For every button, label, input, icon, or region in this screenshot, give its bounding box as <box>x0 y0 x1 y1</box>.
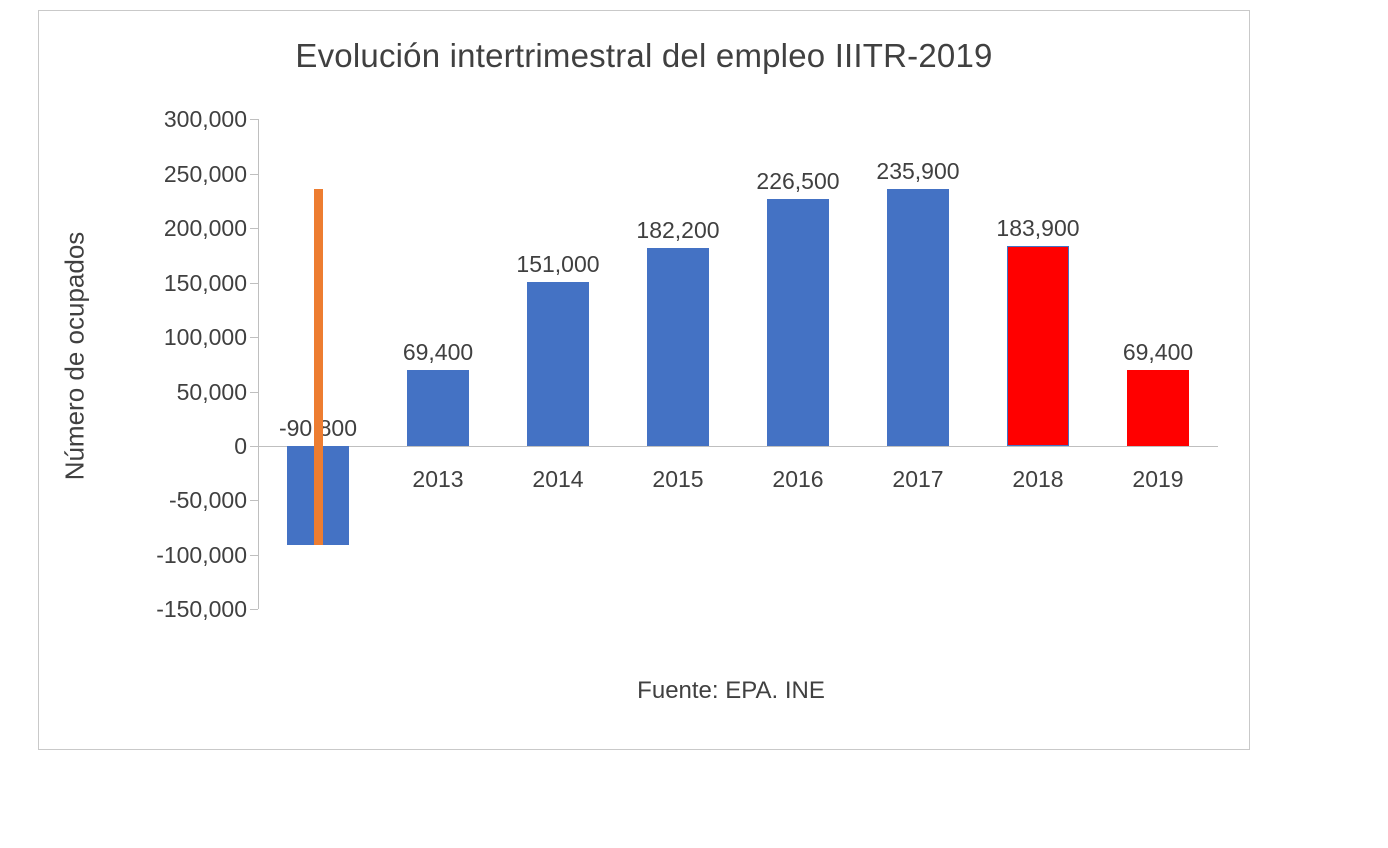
y-tick-mark <box>250 119 258 121</box>
source-note: Fuente: EPA. INE <box>637 677 825 704</box>
range-marker <box>313 189 323 545</box>
bar <box>647 247 709 446</box>
bar <box>407 370 469 446</box>
y-tick-mark <box>250 609 258 611</box>
y-tick-label: 0 <box>234 433 247 459</box>
y-tick-mark <box>250 554 258 556</box>
y-tick-mark <box>250 500 258 502</box>
chart-title: Evolución intertrimestral del empleo III… <box>295 37 993 74</box>
y-tick-label: 200,000 <box>163 215 247 242</box>
bar-value-label: 182,200 <box>636 216 720 243</box>
y-tick-label: 250,000 <box>163 160 247 187</box>
bar <box>767 199 829 446</box>
category-label: 2018 <box>1012 466 1064 492</box>
y-tick-label: 150,000 <box>163 269 247 296</box>
y-tick-mark <box>250 337 258 339</box>
y-tick-label: 300,000 <box>163 106 247 133</box>
category-label: 2019 <box>1132 466 1184 492</box>
y-tick-mark <box>250 391 258 393</box>
bar-value-label: 235,900 <box>876 158 960 185</box>
bar <box>1127 370 1189 446</box>
y-tick-label: -150,000 <box>156 596 247 623</box>
bar-value-label: 69,400 <box>1122 339 1194 366</box>
bar-value-label: 226,500 <box>756 168 840 195</box>
bar <box>887 189 949 446</box>
bar-value-label: 69,400 <box>402 339 474 366</box>
y-tick-label: 50,000 <box>176 378 247 405</box>
category-label: 2013 <box>412 466 464 492</box>
y-axis-line <box>258 119 259 610</box>
category-label: 2017 <box>892 466 944 492</box>
y-tick-mark <box>250 446 258 447</box>
y-tick-mark <box>250 228 258 230</box>
y-tick-label: -50,000 <box>168 487 247 514</box>
chart-frame: Evolución intertrimestral del empleo III… <box>38 10 1250 750</box>
y-axis-title: Número de ocupados <box>59 231 90 481</box>
bar-value-label: 183,900 <box>996 214 1080 241</box>
bar <box>527 281 589 446</box>
y-tick-label: 100,000 <box>163 324 247 351</box>
y-tick-label: -100,000 <box>156 541 247 568</box>
bar <box>1007 245 1069 446</box>
zero-axis-line <box>258 446 1218 447</box>
y-tick-mark <box>250 173 258 175</box>
bar-value-label: 151,000 <box>516 250 600 277</box>
y-tick-mark <box>250 282 258 284</box>
category-label: 2015 <box>652 466 704 492</box>
category-label: 2016 <box>772 466 824 492</box>
category-label: 2014 <box>532 466 584 492</box>
